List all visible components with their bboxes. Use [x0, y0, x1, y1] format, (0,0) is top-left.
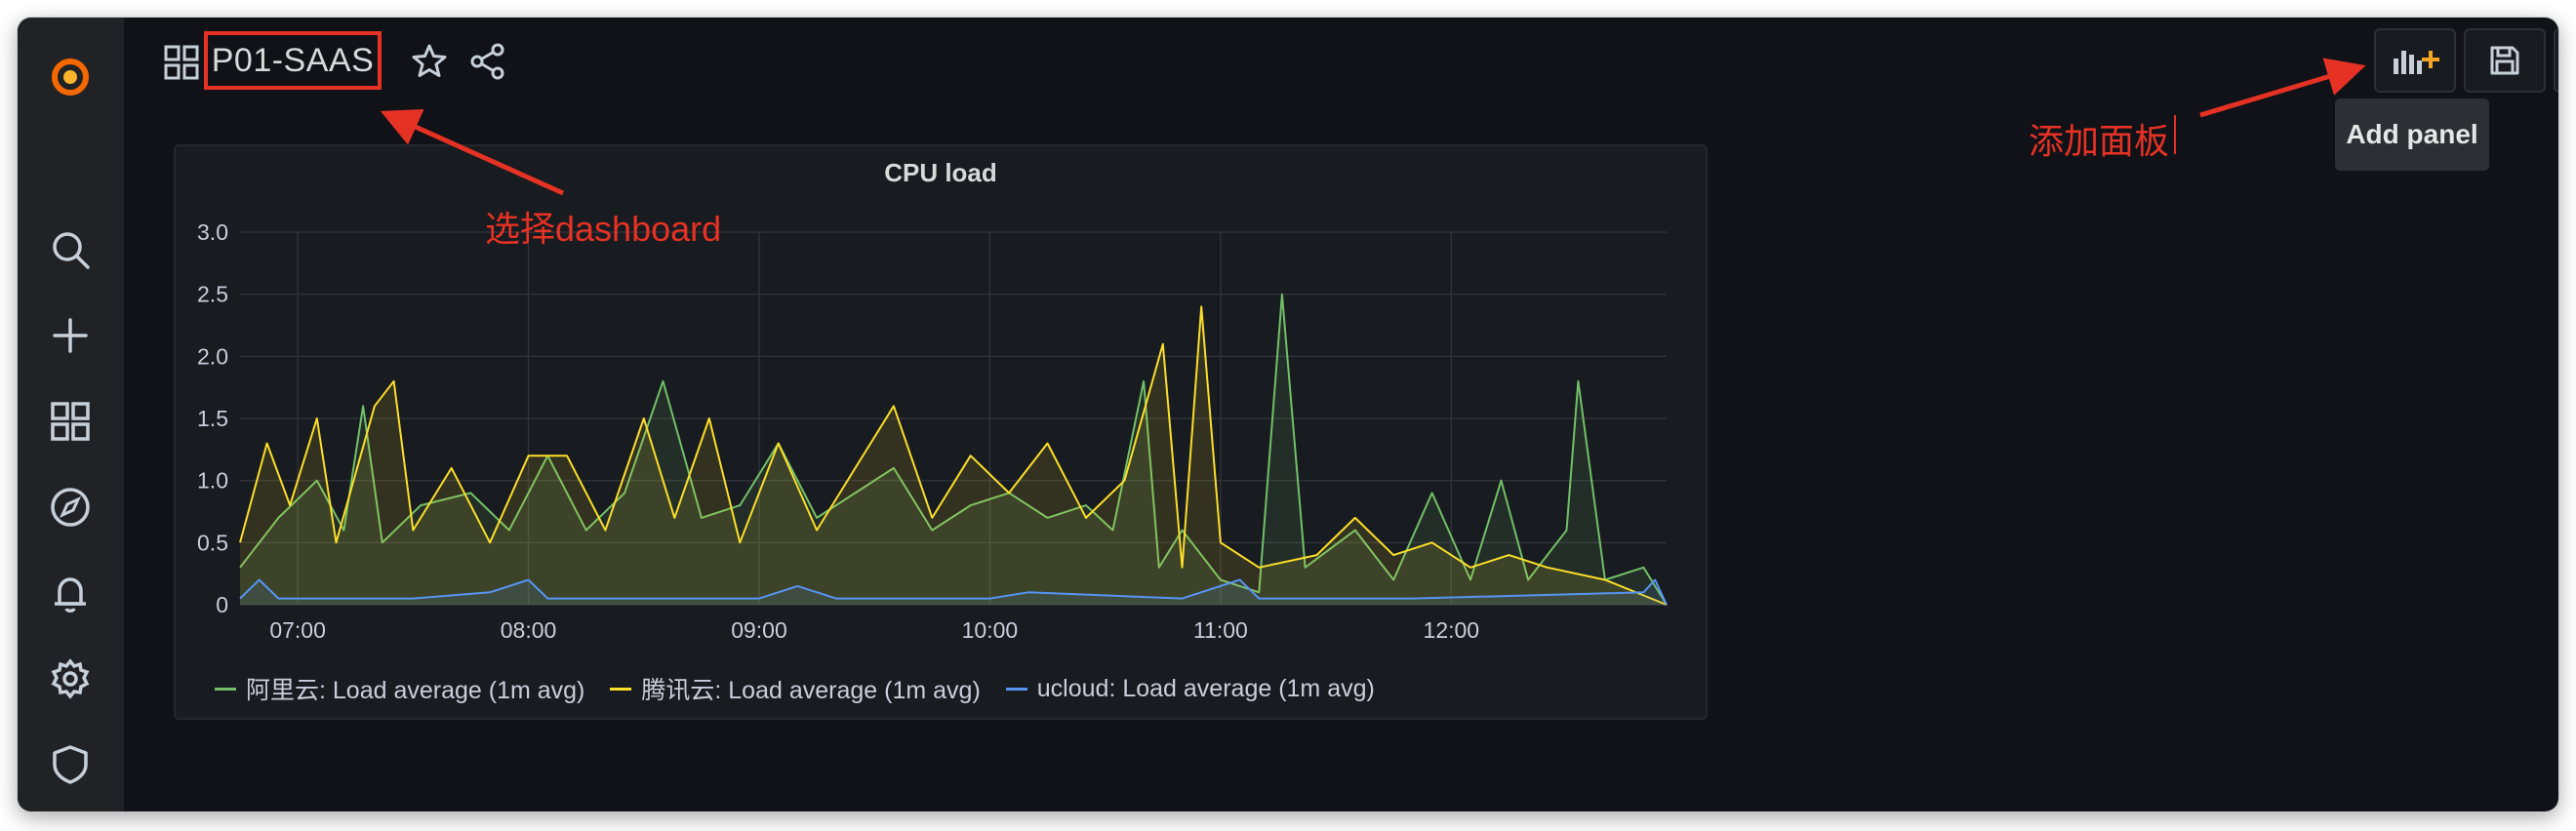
legend-item-aliyun[interactable]: 阿里云: Load average (1m avg): [215, 671, 584, 706]
x-tick-label: 12:00: [1424, 617, 1480, 643]
x-tick-label: 10:00: [962, 617, 1019, 643]
x-tick-label: 09:00: [731, 617, 787, 643]
add-panel-icon: [2394, 51, 2439, 74]
save-dashboard-button[interactable]: [2464, 28, 2546, 93]
annotation-arrows: [380, 58, 2366, 196]
y-tick-label: 2.0: [197, 343, 228, 369]
series-line-ucloud[interactable]: [239, 578, 1668, 606]
dashboard-title[interactable]: P01-SAAS: [211, 41, 375, 79]
share-icon[interactable]: [467, 41, 508, 82]
series-line-tencent[interactable]: [239, 305, 1668, 606]
y-tick-label: 3.0: [197, 219, 228, 245]
annotation-select-dashboard: 选择dashboard: [485, 209, 722, 249]
annotation-text-cursor: [2174, 115, 2176, 154]
legend-swatch-tencent: [610, 687, 632, 691]
grafana-logo-icon[interactable]: [39, 45, 101, 107]
legend-item-tencent[interactable]: 腾讯云: Load average (1m avg): [610, 671, 981, 706]
shield-icon[interactable]: [39, 733, 101, 796]
plus-icon[interactable]: [39, 304, 101, 367]
panel-title[interactable]: CPU load: [884, 158, 997, 187]
legend-swatch-ucloud: [1005, 687, 1027, 691]
arrow-to-title: [380, 109, 565, 196]
x-tick-label: 08:00: [501, 617, 557, 643]
legend-label-tencent: 腾讯云: Load average (1m avg): [641, 677, 981, 704]
arrow-to-add-panel: [2199, 58, 2366, 118]
cpu-load-panel[interactable]: CPU load 0 0.5 1.0 1.5 2.0 2.5 3.0 07:00 08:00 09…: [174, 144, 1708, 720]
browser-window: P01-SAAS: [18, 18, 2558, 811]
gear-icon[interactable]: [39, 648, 101, 710]
x-tick-label: 07:00: [269, 617, 326, 643]
y-tick-label: 0: [216, 592, 228, 617]
dashboard-settings-button[interactable]: [2554, 28, 2558, 93]
annotation-add-panel: 添加面板: [2029, 121, 2170, 161]
x-tick-label: 11:00: [1193, 617, 1248, 643]
y-tick-label: 1.0: [197, 468, 228, 494]
legend-swatch-aliyun: [215, 687, 236, 691]
y-tick-label: 1.5: [197, 406, 228, 431]
sidebar: [18, 18, 124, 811]
legend-label-ucloud: ucloud: Load average (1m avg): [1036, 674, 1375, 702]
explore-icon[interactable]: [39, 476, 101, 538]
cpu-load-chart: 0 0.5 1.0 1.5 2.0 2.5 3.0 07:00 08:00 09:00 10:00 1…: [197, 219, 1668, 643]
alerting-icon[interactable]: [39, 562, 101, 624]
legend-label-aliyun: 阿里云: Load average (1m avg): [246, 677, 585, 704]
dashboard-title-highlight[interactable]: P01-SAAS: [204, 31, 382, 90]
legend-item-ucloud[interactable]: ucloud: Load average (1m avg): [1005, 674, 1375, 703]
add-panel-tooltip: Add panel: [2335, 99, 2489, 171]
star-icon[interactable]: [409, 41, 450, 82]
save-icon: [2490, 46, 2519, 75]
dashboards-icon[interactable]: [39, 390, 101, 453]
search-icon[interactable]: [39, 218, 101, 281]
y-tick-label: 2.5: [197, 282, 228, 307]
dashboard-main: P01-SAAS: [124, 18, 2558, 811]
add-panel-button[interactable]: [2374, 28, 2456, 93]
series-area-aliyun: [240, 294, 1667, 605]
y-tick-label: 0.5: [197, 530, 228, 555]
dashboard-grid-icon[interactable]: [162, 43, 201, 82]
chart-legend: 阿里云: Load average (1m avg) 腾讯云: Load ave…: [215, 671, 1375, 706]
series-area-tencent: [240, 306, 1667, 605]
